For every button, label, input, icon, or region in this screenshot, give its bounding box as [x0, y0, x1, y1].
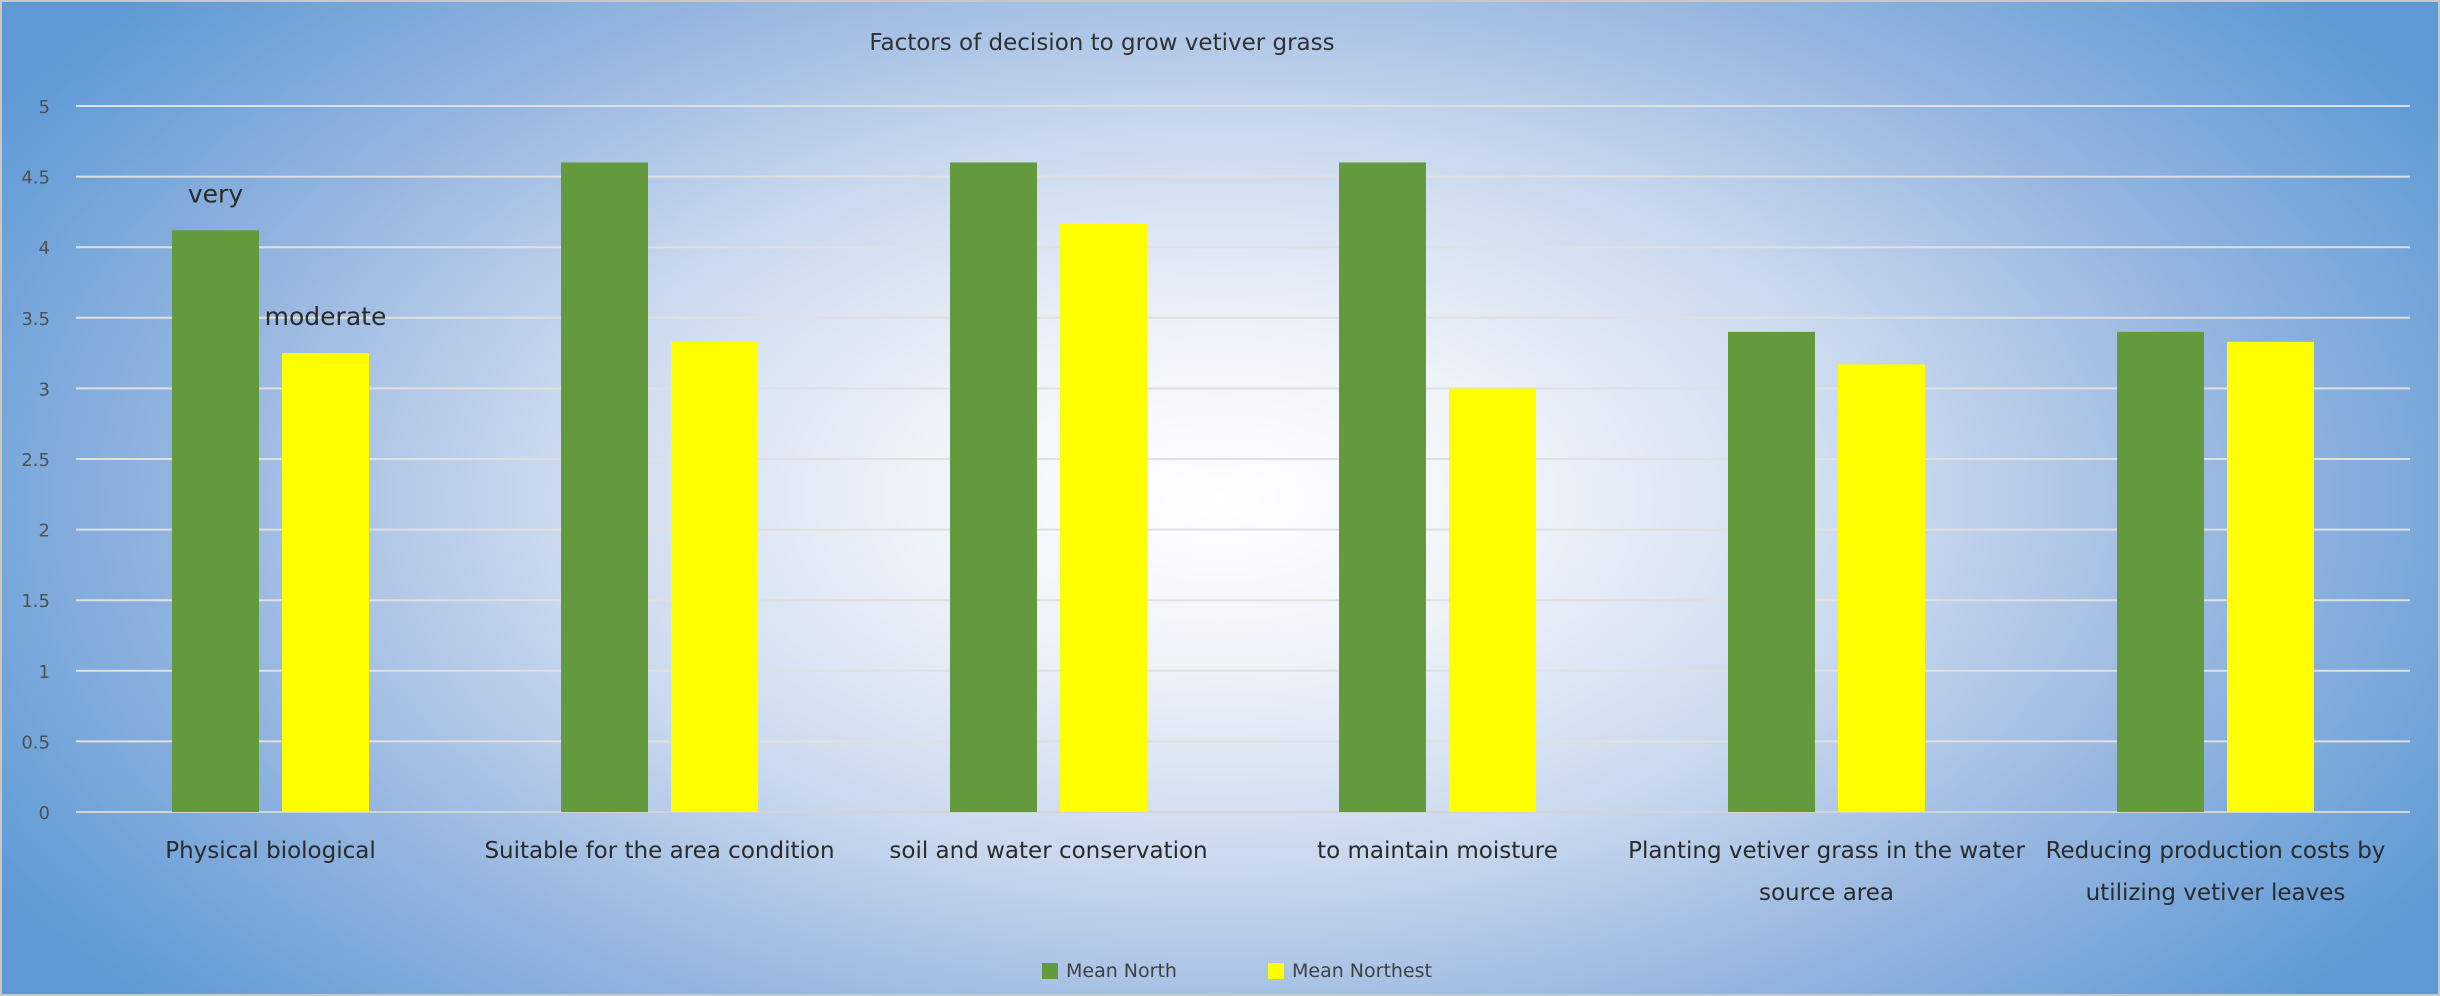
x-tick-label: Suitable for the area condition [484, 838, 834, 864]
gridlines [76, 105, 2410, 813]
x-tick-label: Planting vetiver grass in the water [1628, 838, 2025, 864]
legend-swatch [1042, 963, 1058, 979]
y-tick-label: 2 [39, 521, 50, 542]
y-tick-label: 0.5 [21, 732, 50, 753]
bar-series-2 [1060, 223, 1147, 813]
x-tick-label: to maintain moisture [1317, 838, 1558, 864]
y-tick-label: 3.5 [21, 309, 50, 330]
bar-series-1 [950, 162, 1037, 813]
x-tick-label: Physical biological [165, 838, 376, 864]
y-axis-ticks: 0 0.5 1 1.5 2 2.5 3 3.5 4 4.5 5 [21, 97, 50, 824]
data-annotation: very [188, 179, 243, 208]
bar-series-2 [1449, 388, 1536, 812]
bar-series-2 [671, 341, 758, 812]
chart-title: Factors of decision to grow vetiver gras… [869, 30, 1334, 56]
bar-series-1 [172, 230, 259, 813]
data-annotation: moderate [265, 302, 387, 331]
bar-series-1 [1339, 162, 1426, 813]
bar-series-1 [1728, 331, 1815, 812]
x-tick-label: soil and water conservation [889, 838, 1207, 864]
legend-swatch [1268, 963, 1284, 979]
y-tick-label: 3 [39, 379, 50, 400]
legend: Mean North Mean Northest [1042, 960, 1432, 982]
bar-series-1 [2117, 331, 2204, 812]
x-axis-labels: Physical biological Suitable for the area… [165, 838, 2385, 906]
y-tick-label: 1.5 [21, 591, 50, 612]
legend-label: Mean North [1066, 960, 1177, 982]
x-tick-label: source area [1759, 880, 1894, 906]
bar-series-2 [2227, 341, 2314, 812]
y-tick-label: 4.5 [21, 168, 50, 189]
annotations: very moderate [188, 179, 386, 331]
y-tick-label: 2.5 [21, 450, 50, 471]
legend-label: Mean Northest [1292, 960, 1432, 982]
y-tick-label: 1 [39, 662, 50, 683]
x-tick-label: utilizing vetiver leaves [2086, 880, 2346, 906]
bar-series-1 [561, 162, 648, 813]
bar-series-2 [1838, 364, 1925, 812]
bars [172, 162, 2314, 813]
y-tick-label: 0 [39, 803, 50, 824]
bar-series-2 [282, 353, 369, 812]
x-tick-label: Reducing production costs by [2046, 838, 2386, 864]
y-tick-label: 4 [39, 238, 50, 259]
y-tick-label: 5 [39, 97, 50, 118]
